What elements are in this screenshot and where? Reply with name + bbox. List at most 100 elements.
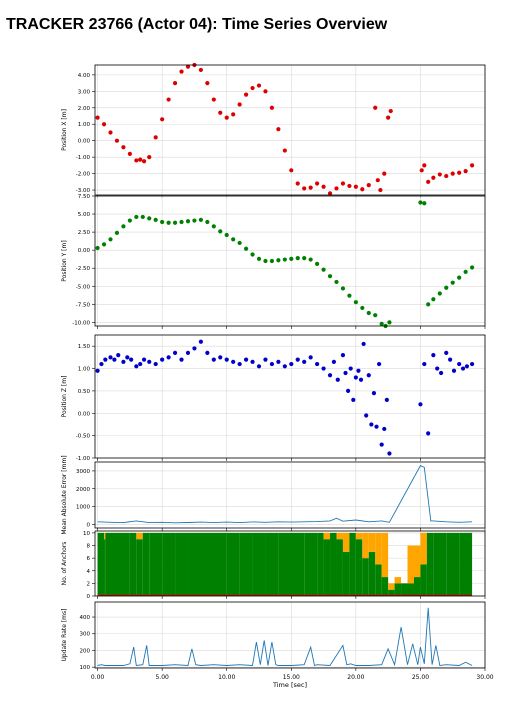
data-point — [218, 110, 223, 115]
data-point — [138, 361, 143, 367]
data-point — [141, 159, 147, 164]
page-title: TRACKER 23766 (Actor 04): Time Series Ov… — [6, 16, 388, 33]
plot-frame — [94, 64, 486, 196]
x-tick-label: 0.00 — [91, 674, 105, 681]
y-tick-label: 5.00 — [78, 212, 91, 218]
anchors-orange-segment — [407, 545, 414, 584]
anchors-green-segment — [362, 558, 369, 596]
data-point — [224, 357, 229, 362]
data-point — [382, 171, 387, 176]
y-tick-label: 3000 — [76, 469, 90, 475]
data-point — [185, 219, 191, 224]
data-point — [108, 237, 113, 242]
data-point — [231, 112, 236, 117]
y-tick-label: 3.00 — [78, 89, 91, 95]
series-line — [97, 607, 473, 667]
data-point — [418, 200, 423, 205]
data-point — [469, 163, 475, 168]
anchors-orange-segment — [375, 532, 382, 565]
data-point — [127, 218, 132, 223]
data-point — [140, 214, 145, 220]
data-point — [276, 258, 281, 263]
y-tick-label: -2.50 — [76, 266, 91, 272]
data-point — [448, 357, 453, 362]
data-point — [192, 218, 197, 223]
y-axis-label: Update Rate [ms] — [61, 609, 68, 662]
anchors-orange-segment — [362, 532, 369, 559]
data-point — [340, 353, 346, 358]
data-point — [103, 357, 108, 362]
data-point — [386, 115, 391, 120]
data-point — [289, 256, 294, 261]
data-point — [321, 267, 326, 272]
y-tick-label: 4 — [87, 569, 91, 575]
data-point — [243, 92, 249, 97]
anchors-green-segment — [265, 532, 279, 596]
y-tick-label: 2 — [87, 581, 91, 587]
data-point — [295, 256, 300, 261]
data-point — [431, 297, 436, 302]
y-tick-label: -1.00 — [76, 456, 91, 462]
data-point — [435, 366, 440, 371]
y-tick-label: 2000 — [76, 487, 90, 493]
data-point — [172, 350, 178, 355]
data-point — [331, 359, 337, 364]
anchors-green-segment — [375, 564, 382, 596]
data-point — [450, 171, 455, 176]
anchors-green-segment — [129, 532, 137, 596]
y-tick-label: 0 — [87, 594, 91, 600]
data-point — [382, 426, 387, 432]
data-point — [346, 388, 351, 394]
data-point — [95, 368, 100, 373]
data-point — [263, 89, 268, 94]
data-point — [231, 359, 236, 364]
anchors-green-segment — [342, 551, 350, 596]
data-point — [289, 168, 294, 173]
data-point — [469, 361, 475, 367]
anchors-green-segment — [433, 532, 447, 596]
data-point — [263, 258, 268, 264]
data-point — [334, 186, 339, 191]
data-point — [469, 265, 475, 270]
data-point — [114, 230, 120, 235]
subplot-5: 10 8 6 4 2 0 No. of Anchors — [61, 530, 486, 600]
y-axis-label: No. of Anchors — [61, 542, 68, 586]
data-point — [129, 357, 134, 362]
y-tick-label: 7.50 — [78, 194, 91, 200]
data-point — [366, 310, 371, 316]
data-point — [351, 397, 356, 402]
data-point — [125, 355, 130, 360]
data-point — [269, 258, 275, 264]
data-point — [243, 357, 249, 362]
data-point — [378, 187, 383, 193]
data-point — [138, 157, 143, 162]
anchors-green-segment — [278, 532, 305, 596]
data-point — [308, 257, 313, 262]
data-point — [153, 217, 158, 222]
data-point — [308, 185, 313, 190]
data-point — [121, 359, 126, 364]
data-point — [295, 181, 300, 186]
data-point — [185, 350, 191, 355]
data-point — [121, 224, 126, 229]
plot-frame — [94, 334, 486, 459]
anchors-green-segment — [317, 532, 324, 596]
data-point — [116, 353, 121, 358]
anchors-orange-segment — [413, 545, 421, 578]
data-point — [147, 359, 152, 364]
data-point — [315, 181, 320, 186]
anchors-orange-segment — [136, 532, 143, 540]
data-point — [179, 219, 184, 225]
y-axis-label: Position Z [m] — [61, 376, 68, 418]
y-tick-label: 200 — [80, 648, 91, 654]
data-point — [353, 300, 358, 305]
anchors-green-segment — [330, 532, 337, 596]
anchors-orange-segment — [420, 532, 427, 565]
data-point — [205, 350, 210, 355]
data-point — [147, 216, 152, 221]
y-tick-label: 2.50 — [78, 230, 91, 236]
data-point — [373, 105, 378, 110]
anchors-green-segment — [252, 532, 266, 596]
x-axis-label: Time [sec] — [272, 681, 307, 689]
